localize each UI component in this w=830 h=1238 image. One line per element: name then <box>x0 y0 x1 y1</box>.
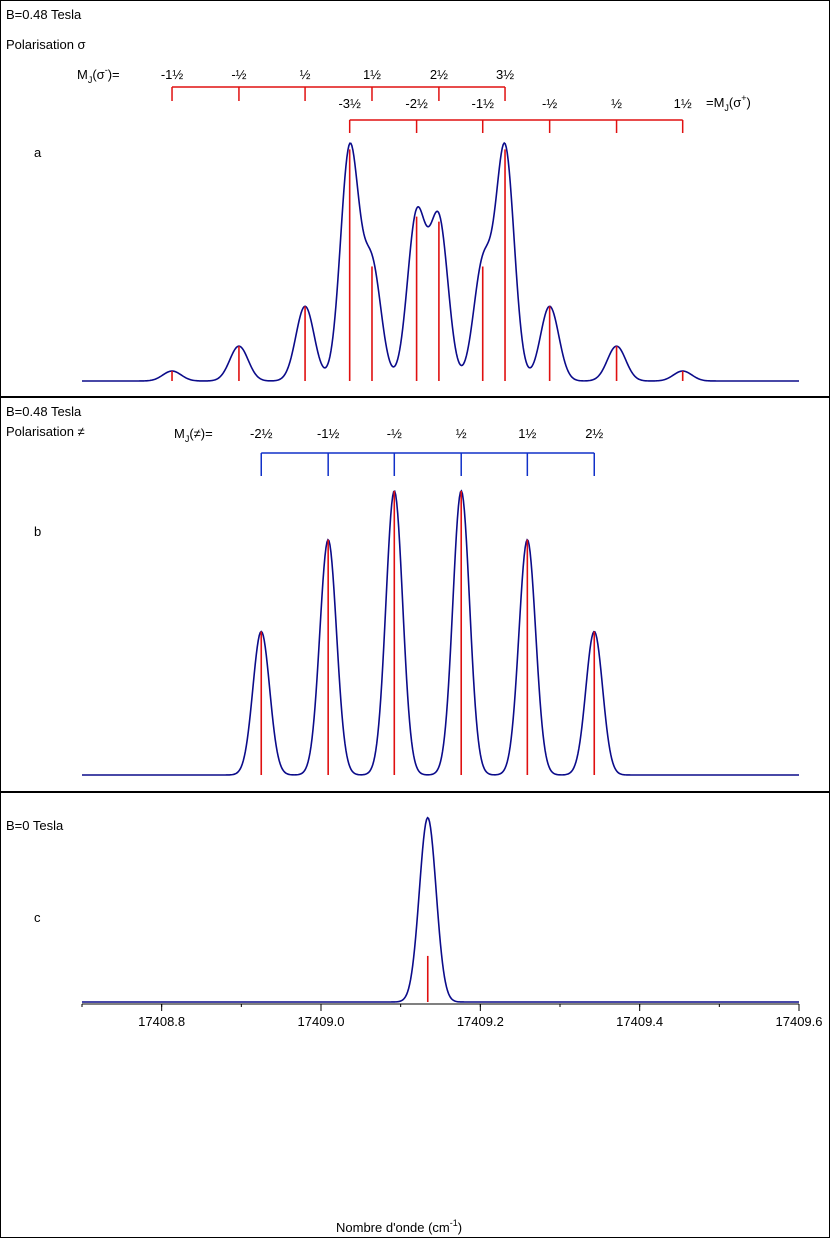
panel-b-field-label: B=0.48 Tesla <box>6 404 82 419</box>
panel-b-plot <box>82 489 799 776</box>
x-axis: 17408.8 17409.0 17409.2 17409.4 17409.6 <box>81 1003 823 1029</box>
panel-c-letter: c <box>34 910 41 925</box>
panel-b-polarisation-label: Polarisation ≠ <box>6 424 85 439</box>
x-tick-label-3: 17409.4 <box>616 1014 663 1029</box>
spectrum-line-b <box>82 489 799 776</box>
panel-a-field-label: B=0.48 Tesla <box>6 7 82 22</box>
sigma-minus-value-2: ½ <box>300 67 311 82</box>
panel-a-sigma-minus-label: MJ(σ-)= <box>77 65 120 85</box>
panel-a-plot <box>82 141 799 382</box>
spectrum-line-c <box>82 816 799 1003</box>
sigma-minus-value-1: -½ <box>231 67 246 82</box>
pi-value-3: ½ <box>456 426 467 441</box>
sigma-plus-value-2: -1½ <box>472 96 495 111</box>
sigma-minus-value-5: 3½ <box>496 67 514 82</box>
sigma-plus-value-5: 1½ <box>674 96 692 111</box>
pi-value-2: -½ <box>387 426 402 441</box>
spectrum-line-a <box>82 141 799 382</box>
pi-value-4: 1½ <box>518 426 536 441</box>
sigma-minus-value-0: -1½ <box>161 67 184 82</box>
pi-value-5: 2½ <box>585 426 603 441</box>
pi-value-1: -1½ <box>317 426 340 441</box>
panel-c-field-label: B=0 Tesla <box>6 818 64 833</box>
x-tick-label-0: 17408.8 <box>138 1014 185 1029</box>
panel-a-polarisation-label: Polarisation σ <box>6 37 86 52</box>
pi-value-0: -2½ <box>250 426 273 441</box>
panel-c-plot <box>82 816 799 1003</box>
x-tick-label-4: 17409.6 <box>776 1014 823 1029</box>
sigma-plus-value-0: -3½ <box>338 96 361 111</box>
panel-a-letter: a <box>34 145 42 160</box>
panel-a-sigma-plus-label: =MJ(σ+) <box>706 93 751 113</box>
sigma-plus-value-4: ½ <box>611 96 622 111</box>
sigma-plus-value-1: -2½ <box>405 96 428 111</box>
sigma-minus-value-3: 1½ <box>363 67 381 82</box>
x-tick-label-2: 17409.2 <box>457 1014 504 1029</box>
sigma-minus-value-4: 2½ <box>430 67 448 82</box>
pi-ladder: -2½ -1½ -½ ½ 1½ 2½ <box>250 426 603 476</box>
panel-b-letter: b <box>34 524 41 539</box>
x-axis-label: Nombre d'onde (cm-1) <box>336 1218 462 1235</box>
panel-a-frame <box>0 0 830 397</box>
sigma-plus-value-3: -½ <box>542 96 557 111</box>
panel-c-frame <box>0 792 830 1238</box>
sigma-ladders: -1½ -½ ½ 1½ 2½ 3½ -3½ -2½ -1½ -½ ½ 1½ <box>161 67 692 133</box>
x-tick-label-1: 17409.0 <box>298 1014 345 1029</box>
panel-b-frame <box>0 397 830 792</box>
panel-b-pi-label: MJ(≠)= <box>174 426 213 444</box>
